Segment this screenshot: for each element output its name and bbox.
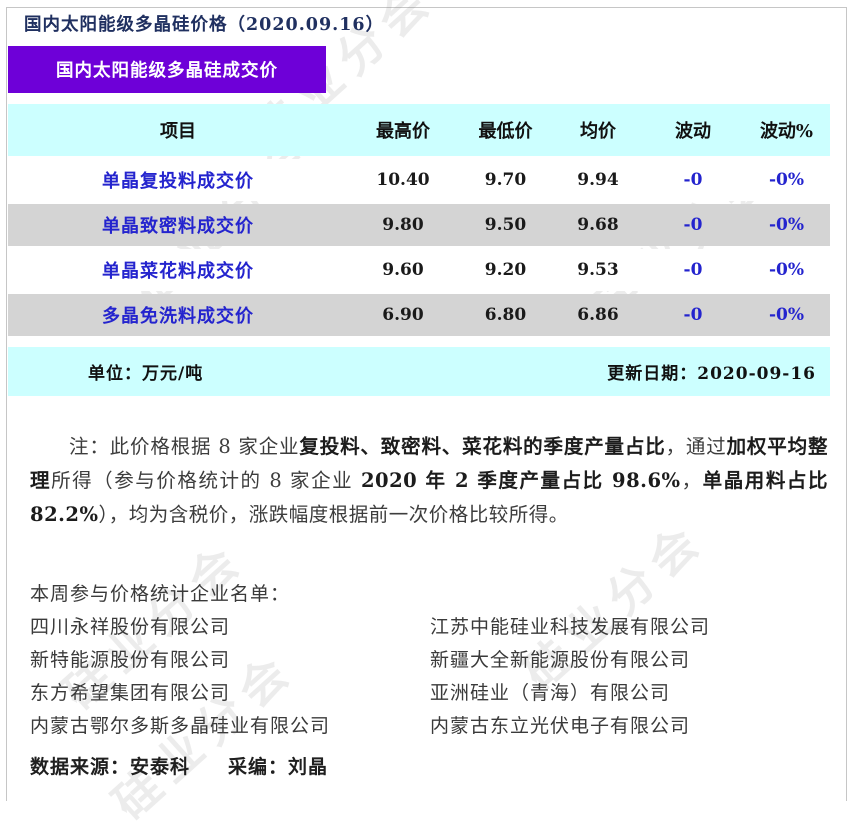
low-price: 9.20 bbox=[484, 260, 527, 280]
editor-label: 采编：刘晶 bbox=[228, 756, 329, 778]
avg-price: 9.53 bbox=[577, 260, 619, 280]
price-table: 项目 最高价 最低价 均价 波动 波动% 单晶复投料成交价 10.40 9.70… bbox=[8, 101, 830, 339]
company-name: 亚洲硅业（青海）有限公司 bbox=[430, 682, 671, 704]
col-header-avg: 均价 bbox=[580, 121, 616, 142]
company-name: 内蒙古东立光伏电子有限公司 bbox=[430, 715, 691, 737]
company-list-heading: 本周参与价格统计企业名单： bbox=[30, 583, 291, 605]
row-label: 单晶菜花料成交价 bbox=[102, 261, 254, 282]
company-name: 江苏中能硅业科技发展有限公司 bbox=[430, 616, 711, 638]
page-title: 国内太阳能级多晶硅价格（2020.09.16） bbox=[24, 15, 385, 35]
change-pct-value: -0% bbox=[768, 260, 805, 280]
note-segment: 2020 年 2 季度产量占比 98.6% bbox=[360, 469, 681, 492]
col-header-change: 波动 bbox=[675, 121, 711, 142]
low-price: 9.70 bbox=[484, 170, 527, 190]
note-segment: ，通过 bbox=[665, 435, 727, 458]
change-value: -0 bbox=[683, 170, 703, 190]
table-row: 单晶复投料成交价 10.40 9.70 9.94 -0 -0% bbox=[8, 159, 830, 201]
col-header-item: 项目 bbox=[160, 121, 196, 142]
data-source-label: 数据来源：安泰科 bbox=[30, 756, 191, 778]
table-row: 单晶致密料成交价 9.80 9.50 9.68 -0 -0% bbox=[8, 204, 830, 246]
row-label: 单晶复投料成交价 bbox=[102, 171, 254, 192]
note-segment: ， bbox=[680, 469, 703, 492]
note-segment: 单晶用料占比 82.2% bbox=[30, 469, 828, 526]
row-label: 单晶致密料成交价 bbox=[102, 216, 254, 237]
change-pct-value: -0% bbox=[768, 215, 805, 235]
company-name: 新疆大全新能源股份有限公司 bbox=[430, 649, 691, 671]
high-price: 6.90 bbox=[382, 305, 424, 325]
change-value: -0 bbox=[683, 260, 703, 280]
high-price: 9.60 bbox=[382, 260, 424, 280]
change-pct-value: -0% bbox=[768, 305, 805, 325]
table-row: 单晶菜花料成交价 9.60 9.20 9.53 -0 -0% bbox=[8, 249, 830, 291]
table-header-row: 项目 最高价 最低价 均价 波动 波动% bbox=[8, 104, 830, 156]
company-name: 四川永祥股份有限公司 bbox=[30, 616, 231, 638]
note-segment: 复投料、致密料、菜花料的季度产量占比 bbox=[299, 435, 666, 458]
col-header-high: 最高价 bbox=[376, 121, 430, 142]
unit-label: 单位：万元/吨 bbox=[88, 364, 204, 384]
note-segment: 注：此价格根据 8 家企业 bbox=[69, 435, 300, 458]
note-paragraph: 注：此价格根据 8 家企业复投料、致密料、菜花料的季度产量占比，通过加权平均整理… bbox=[30, 430, 828, 532]
table-footer-band: 单位：万元/吨 更新日期：2020-09-16 bbox=[8, 347, 830, 396]
note-segment: 所得（参与价格统计的 8 家企业 bbox=[51, 469, 361, 492]
avg-price: 9.94 bbox=[577, 170, 619, 190]
col-header-change-pct: 波动% bbox=[759, 121, 814, 142]
note-segment: ），均为含税价，涨跌幅度根据前一次价格比较所得。 bbox=[98, 503, 569, 526]
change-value: -0 bbox=[683, 215, 703, 235]
company-name: 内蒙古鄂尔多斯多晶硅业有限公司 bbox=[30, 715, 331, 737]
avg-price: 9.68 bbox=[577, 215, 619, 235]
low-price: 6.80 bbox=[484, 305, 527, 325]
row-label: 多晶免洗料成交价 bbox=[102, 306, 254, 327]
col-header-low: 最低价 bbox=[478, 121, 533, 142]
high-price: 9.80 bbox=[382, 215, 424, 235]
company-list-section: 本周参与价格统计企业名单： 四川永祥股份有限公司 江苏中能硅业科技发展有限公司 … bbox=[30, 578, 820, 743]
high-price: 10.40 bbox=[376, 170, 430, 190]
update-date-label: 更新日期：2020-09-16 bbox=[607, 364, 816, 384]
page-border-frame bbox=[6, 7, 847, 801]
banner-label: 国内太阳能级多晶硅成交价 bbox=[56, 61, 278, 81]
low-price: 9.50 bbox=[484, 215, 527, 235]
change-value: -0 bbox=[683, 305, 703, 325]
company-name: 东方希望集团有限公司 bbox=[30, 682, 231, 704]
company-name: 新特能源股份有限公司 bbox=[30, 649, 231, 671]
table-row: 多晶免洗料成交价 6.90 6.80 6.86 -0 -0% bbox=[8, 294, 830, 336]
avg-price: 6.86 bbox=[577, 305, 619, 325]
section-banner: 国内太阳能级多晶硅成交价 bbox=[8, 46, 326, 93]
change-pct-value: -0% bbox=[768, 170, 805, 190]
source-line: 数据来源：安泰科 采编：刘晶 bbox=[30, 752, 328, 779]
note-segment: 加权平均整理 bbox=[30, 435, 828, 492]
